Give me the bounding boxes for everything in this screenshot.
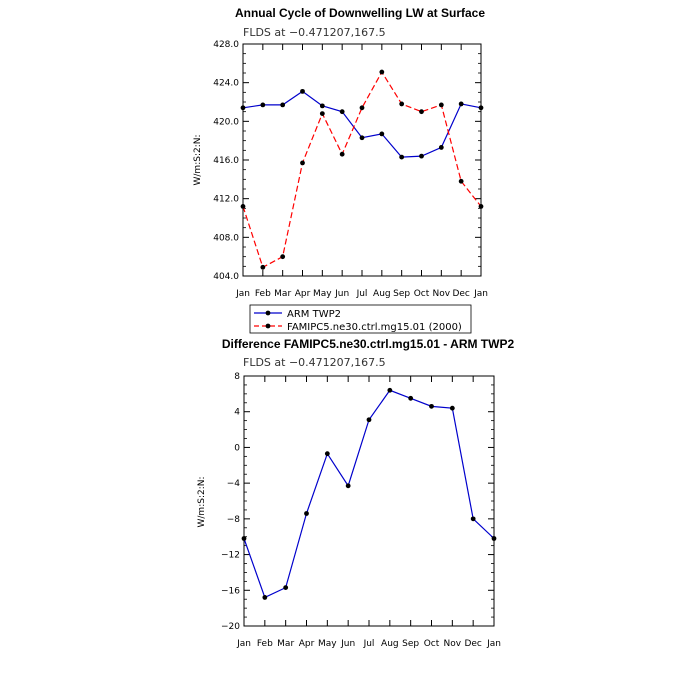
top-chart-series-1-point [280, 254, 286, 260]
bottom-chart-xtick-label: Jun [340, 639, 355, 649]
top-chart-series-0-point [359, 135, 365, 141]
top-chart-ytick-label: 412.0 [213, 195, 239, 205]
bottom-chart-ytick-label: −4 [227, 479, 241, 489]
top-chart-series-1-point [438, 102, 444, 108]
top-chart-ytick-label: 420.0 [213, 117, 239, 127]
top-chart-xtick-label: Oct [414, 289, 430, 299]
bottom-chart-series-0-point [408, 395, 414, 401]
top-chart-xtick-label: Nov [433, 289, 451, 299]
top-chart-series-1-point [300, 160, 305, 166]
top-chart-series-0-point [240, 105, 246, 111]
bottom-chart-xtick-label: May [318, 639, 337, 649]
top-chart-series-0-point [379, 131, 385, 137]
bottom-chart-ytick-label: −20 [221, 622, 240, 632]
top-chart-series-1-point [319, 111, 325, 116]
top-chart-series-1-line [242, 70, 482, 269]
top-chart-series-0-point [399, 154, 405, 160]
bottom-chart-xtick-label: Aug [381, 639, 399, 649]
bottom-chart-series-0-point [470, 516, 476, 522]
bottom-chart-series-0-point [262, 595, 268, 600]
top-chart-frame [242, 43, 482, 277]
top-chart-series-1-point [339, 151, 345, 157]
legend-marker-model [265, 323, 271, 329]
bottom-chart-ytick-label: 4 [234, 408, 240, 418]
bottom-chart-series-0-point [324, 451, 330, 457]
top-chart-series-1-point [240, 204, 246, 209]
top-chart-ytick-label: 404.0 [213, 272, 239, 282]
top-chart-series-1-point [359, 105, 365, 111]
bottom-chart-series-0-point [304, 511, 309, 516]
top-chart-series-0-point [438, 145, 444, 150]
bottom-chart-ytick-label: 8 [234, 372, 240, 382]
bottom-chart-xtick-label: Feb [257, 639, 273, 649]
top-chart-title: Annual Cycle of Downwelling LW at Surfac… [235, 6, 485, 20]
bottom-chart-xtick-label: Apr [299, 639, 315, 649]
bottom-chart-series-0-point [366, 417, 372, 423]
bottom-chart-ytick-label: −8 [227, 515, 241, 525]
bottom-chart-xtick-label: Sep [402, 639, 419, 649]
top-chart-series-0-point [339, 109, 345, 115]
top-chart-xtick-label: Jan [473, 289, 488, 299]
top-chart-series-1-point [399, 101, 405, 107]
top-chart-xtick-label: Aug [373, 289, 391, 299]
top-chart-series-0-point [280, 102, 286, 108]
legend-box [249, 304, 472, 334]
bottom-chart-xtick-label: Mar [277, 639, 294, 649]
top-chart-series-1-point [419, 109, 424, 115]
bottom-chart-xtick-label: Dec [464, 639, 481, 649]
bottom-chart-xtick-label: Oct [424, 639, 440, 649]
top-chart-ylabel: W/m:S:2:N: [193, 135, 203, 186]
bottom-chart-ylabel: W/m:S:2:N: [197, 477, 207, 528]
top-chart-ytick-label: 408.0 [213, 233, 239, 243]
top-chart-xtick-label: Mar [274, 289, 291, 299]
top-chart-series-1-point [458, 178, 464, 184]
top-chart-ytick-label: 428.0 [213, 40, 239, 50]
top-chart-ytick-label: 416.0 [213, 156, 239, 166]
top-chart-series-0-point [419, 153, 424, 159]
bottom-chart-series-0-point [241, 536, 247, 541]
bottom-chart-ytick-label: −16 [221, 586, 240, 596]
top-chart-series-0-point [260, 102, 266, 108]
top-chart-series-0-line [242, 90, 482, 158]
top-chart-xtick-label: Feb [255, 289, 271, 299]
bottom-chart-ytick-label: −12 [221, 551, 240, 561]
top-chart-series-1-point [260, 264, 266, 270]
top-chart-series-0-point [300, 88, 305, 94]
top-chart-xtick-label: Apr [295, 289, 311, 299]
top-chart-series-1-point [478, 204, 484, 209]
legend-marker-arm [265, 310, 271, 316]
bottom-chart-series-0-point [449, 405, 455, 411]
legend-label-model: FAMIPC5.ne30.ctrl.mg15.01 (2000) [287, 322, 462, 333]
top-chart-series-0-point [319, 103, 325, 109]
bottom-chart-series-0-point [429, 403, 434, 409]
bottom-chart-series-0-point [387, 387, 393, 393]
bottom-chart-series-0-point [283, 585, 289, 591]
top-chart-series-1-point [379, 69, 385, 75]
bottom-chart-series-0-point [345, 483, 351, 489]
bottom-chart-xtick-label: Nov [444, 639, 462, 649]
top-chart-xtick-label: Sep [393, 289, 410, 299]
bottom-chart-ytick-label: 0 [234, 443, 240, 453]
bottom-chart-xtick-label: Jan [236, 639, 251, 649]
bottom-chart-frame [243, 375, 495, 627]
top-chart-series-0-point [458, 101, 464, 107]
bottom-chart-series-0-point [491, 536, 497, 541]
top-chart-ytick-label: 424.0 [213, 79, 239, 89]
bottom-chart-xtick-label: Jul [363, 639, 375, 649]
top-chart-xtick-label: May [313, 289, 332, 299]
legend-label-arm: ARM TWP2 [287, 309, 341, 320]
bottom-chart-title: Difference FAMIPC5.ne30.ctrl.mg15.01 - A… [222, 337, 515, 351]
top-chart-xtick-label: Jun [334, 289, 349, 299]
top-chart-xtick-label: Dec [452, 289, 469, 299]
top-chart-xtick-label: Jul [356, 289, 368, 299]
bottom-chart-xtick-label: Jan [486, 639, 501, 649]
top-chart-subtitle: FLDS at −0.471207,167.5 [243, 26, 386, 39]
top-chart-series-0-point [478, 105, 484, 111]
top-chart-xtick-label: Jan [235, 289, 250, 299]
bottom-chart-subtitle: FLDS at −0.471207,167.5 [243, 356, 386, 369]
